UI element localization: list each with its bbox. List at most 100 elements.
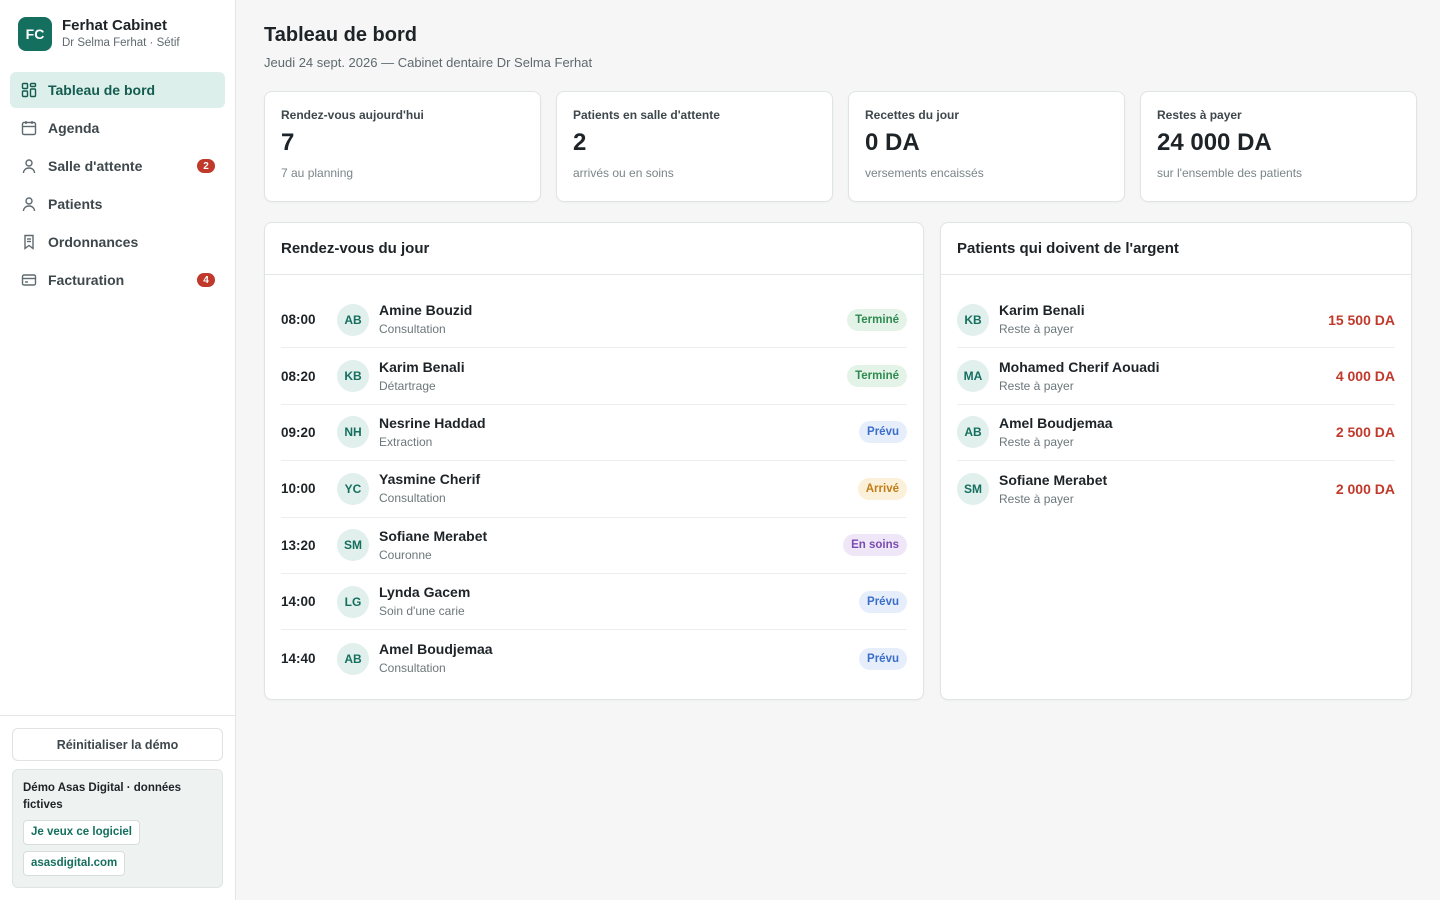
stat-card-revenue: Recettes du jour 0 DA versements encaiss…	[848, 91, 1125, 202]
sidebar-item-label: Patients	[48, 196, 103, 212]
appointment-type: Extraction	[379, 434, 433, 449]
appointment-time: 13:20	[281, 537, 316, 553]
stat-card-outstanding: Restes à payer 24 000 DA sur l'ensemble …	[1140, 91, 1417, 202]
appointment-time: 09:20	[281, 424, 316, 440]
stat-label: Rendez-vous aujourd'hui	[281, 108, 424, 122]
avatar: AB	[337, 303, 369, 336]
stat-value: 0 DA	[865, 129, 920, 156]
panel-title: Patients qui doivent de l'argent	[941, 223, 1411, 275]
stats-row: Rendez-vous aujourd'hui 7 7 au planning …	[264, 91, 1417, 202]
sidebar-item-tableau-de-bord[interactable]: Tableau de bord	[10, 72, 225, 108]
appointment-row[interactable]: 10:00 YC Yasmine Cherif Consultation Arr…	[281, 461, 907, 518]
avatar: SM	[337, 529, 369, 562]
debtors-panel: Patients qui doivent de l'argent KB Kari…	[940, 222, 1412, 700]
debtors-list: KB Karim Benali Reste à payer 15 500 DA …	[941, 292, 1411, 518]
brand-subtitle: Dr Selma Ferhat · Sétif	[62, 37, 180, 49]
patient-info: Sofiane Merabet Reste à payer	[999, 471, 1336, 508]
sidebar-item-label: Facturation	[48, 272, 125, 288]
appointment-row[interactable]: 14:40 AB Amel Boudjemaa Consultation Pré…	[281, 630, 907, 686]
sidebar-item-agenda[interactable]: Agenda	[10, 110, 225, 146]
debtor-row[interactable]: SM Sofiane Merabet Reste à payer 2 000 D…	[957, 461, 1395, 517]
patient-info: Nesrine Haddad Extraction	[379, 414, 859, 451]
stat-label: Restes à payer	[1157, 108, 1242, 122]
stat-note: arrivés ou en soins	[573, 166, 674, 180]
brand[interactable]: FC Ferhat Cabinet Dr Selma Ferhat · Séti…	[18, 17, 180, 51]
count-badge: 4	[197, 273, 215, 287]
avatar: AB	[337, 642, 369, 675]
appointments-panel: Rendez-vous du jour 08:00 AB Amine Bouzi…	[264, 222, 924, 700]
avatar: NH	[337, 416, 369, 449]
patient-name: Amel Boudjemaa	[379, 641, 493, 658]
debt-amount: 2 000 DA	[1335, 481, 1395, 498]
stat-label: Patients en salle d'attente	[573, 108, 720, 122]
patient-name: Yasmine Cherif	[379, 471, 481, 488]
demo-info-box: Démo Asas Digital · données fictives Je …	[12, 769, 223, 888]
avatar: SM	[957, 473, 989, 506]
debt-note: Reste à payer	[999, 322, 1074, 337]
status-badge: Terminé	[847, 308, 907, 331]
patient-info: Karim Benali Reste à payer	[999, 301, 1328, 338]
sidebar-item-ordonnances[interactable]: Ordonnances	[10, 224, 225, 260]
status-badge: Prévu	[859, 590, 907, 613]
appointment-row[interactable]: 08:00 AB Amine Bouzid Consultation Termi…	[281, 292, 907, 349]
brand-text: Ferhat Cabinet Dr Selma Ferhat · Sétif	[62, 17, 180, 51]
debtor-row[interactable]: AB Amel Boudjemaa Reste à payer 2 500 DA	[957, 405, 1395, 462]
panel-title: Rendez-vous du jour	[265, 223, 923, 275]
buy-software-link[interactable]: Je veux ce logiciel	[23, 820, 141, 845]
appointment-time: 08:00	[281, 312, 316, 328]
demo-title: Démo Asas Digital · données fictives	[23, 782, 182, 811]
appointment-type: Couronne	[379, 547, 432, 562]
debtor-row[interactable]: KB Karim Benali Reste à payer 15 500 DA	[957, 292, 1395, 349]
patient-name: Amine Bouzid	[379, 302, 473, 319]
page-subtitle: Jeudi 24 sept. 2026 — Cabinet dentaire D…	[264, 55, 593, 70]
patient-name: Karim Benali	[379, 358, 465, 375]
appointment-row[interactable]: 14:00 LG Lynda Gacem Soin d'une carie Pr…	[281, 574, 907, 631]
website-link[interactable]: asasdigital.com	[23, 851, 126, 876]
debtor-row[interactable]: MA Mohamed Cherif Aouadi Reste à payer 4…	[957, 348, 1395, 405]
debt-amount: 2 500 DA	[1335, 424, 1395, 441]
patient-info: Karim Benali Détartrage	[379, 358, 847, 395]
stat-value: 7	[281, 129, 295, 156]
avatar: YC	[337, 472, 369, 505]
appointment-row[interactable]: 08:20 KB Karim Benali Détartrage Terminé	[281, 348, 907, 405]
appointment-time: 10:00	[281, 481, 316, 497]
status-badge: En soins	[843, 534, 907, 557]
bookmark-icon	[20, 233, 38, 251]
appointment-row[interactable]: 09:20 NH Nesrine Haddad Extraction Prévu	[281, 405, 907, 462]
appointment-time: 14:00	[281, 594, 316, 610]
stat-note: sur l'ensemble des patients	[1157, 166, 1303, 180]
appointment-time: 08:20	[281, 368, 316, 384]
patient-info: Amine Bouzid Consultation	[379, 301, 847, 338]
stat-note: versements encaissés	[865, 166, 984, 180]
sidebar-footer: Réinitialiser la démo Démo Asas Digital …	[0, 715, 235, 900]
appointment-type: Soin d'une carie	[379, 604, 465, 619]
sidebar-item-label: Tableau de bord	[48, 82, 156, 98]
status-badge: Arrivé	[857, 477, 907, 500]
stat-value: 2	[573, 129, 587, 156]
patient-info: Mohamed Cherif Aouadi Reste à payer	[999, 358, 1336, 395]
avatar: KB	[957, 303, 989, 336]
patient-info: Lynda Gacem Soin d'une carie	[379, 583, 859, 620]
avatar: MA	[957, 360, 989, 393]
status-badge: Prévu	[859, 647, 907, 670]
appointment-type: Détartrage	[379, 378, 436, 393]
avatar: AB	[957, 416, 989, 449]
stat-label: Recettes du jour	[865, 108, 960, 122]
sidebar-item-facturation[interactable]: Facturation 4	[10, 262, 225, 298]
patient-info: Amel Boudjemaa Consultation	[379, 640, 859, 677]
reset-demo-button[interactable]: Réinitialiser la démo	[12, 728, 223, 761]
appointment-row[interactable]: 13:20 SM Sofiane Merabet Couronne En soi…	[281, 518, 907, 574]
patient-name: Nesrine Haddad	[379, 414, 486, 431]
status-badge: Terminé	[847, 365, 907, 388]
dashboard-icon	[20, 81, 38, 99]
debt-note: Reste à payer	[999, 378, 1074, 393]
patient-name: Amel Boudjemaa	[999, 414, 1113, 431]
appointment-type: Consultation	[379, 322, 446, 337]
debt-amount: 15 500 DA	[1328, 311, 1395, 328]
sidebar-item-salle-attente[interactable]: Salle d'attente 2	[10, 148, 225, 184]
stat-card-appointments: Rendez-vous aujourd'hui 7 7 au planning	[264, 91, 541, 202]
sidebar-item-patients[interactable]: Patients	[10, 186, 225, 222]
stat-note: 7 au planning	[281, 166, 354, 180]
debt-amount: 4 000 DA	[1335, 368, 1395, 385]
stat-card-waiting-room: Patients en salle d'attente 2 arrivés ou…	[556, 91, 833, 202]
